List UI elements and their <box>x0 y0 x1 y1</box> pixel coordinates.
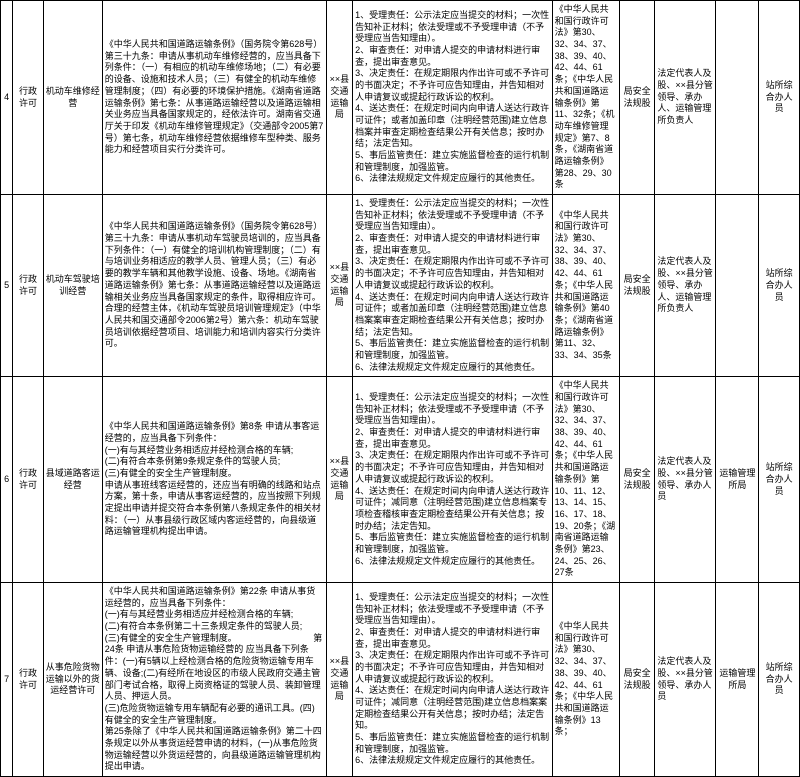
cell-type: 行政许可 <box>13 377 44 583</box>
cell-last: 站所综合办人员 <box>759 195 800 377</box>
permit-table: 4行政许可机动车维修经营《中华人民共和国道路运输条例》（国务院令第628号）第三… <box>0 0 800 777</box>
cell-type: 行政许可 <box>13 583 44 777</box>
cell-sec: 局安全法规股 <box>619 377 655 583</box>
cell-name: 机动车驾驶培训经营 <box>43 195 102 377</box>
table-row: 7行政许可从事危险货物运输以外的货运经营许可《中华人民共和国道路运输条例》第22… <box>1 583 800 777</box>
cell-law: 《中华人民共和国行政许可法》第‌30、32、34、37、38、39、40、42、… <box>552 583 619 777</box>
cell-org: ××县交通运输局 <box>326 195 352 377</box>
cell-remark <box>716 1 759 195</box>
cell-last: 站所综合办人员 <box>759 583 800 777</box>
cell-org: ××县交通运输局 <box>326 377 352 583</box>
cell-sec: 局安全法规股 <box>619 1 655 195</box>
cell-person: 法定代表人及股、××县分管领导、承办人、运输管理所负责人 <box>655 1 716 195</box>
cell-remark <box>716 195 759 377</box>
cell-num: 6 <box>1 377 13 583</box>
table-row: 4行政许可机动车维修经营《中华人民共和国道路运输条例》（国务院令第628号）第三… <box>1 1 800 195</box>
cell-basis: 《中华人民共和国道路运输条例》第22条 申请从事货运经营的，应当具备下列条件： … <box>102 583 326 777</box>
cell-num: 4 <box>1 1 13 195</box>
cell-law: 《中华人民共和国行政许可法》第‌30、32、34、37、38、39、40、42、… <box>552 195 619 377</box>
table-row: 6行政许可县域道路客运经营《中华人民共和国道路运输条例》第8条 申请从事客运经营… <box>1 377 800 583</box>
cell-remark: 运输管理所局 <box>716 377 759 583</box>
cell-basis: 《中华人民共和国道路运输条例》（国务院令第628号）第三十九条：申请从事机动车维… <box>102 1 326 195</box>
cell-remark: 运输管理所局 <box>716 583 759 777</box>
cell-person: 法定代表人及股、××县分管领导、承办人、运输管理所负责人 <box>655 195 716 377</box>
cell-resp: 1、受理责任：公示法定应当提交的材料；一次性告知补正材料；依法受理或不予受理申请… <box>353 1 552 195</box>
cell-resp: 1、受理责任：公示法定应当提交的材料；一次性告知补正材料；依法受理或不予受理申请… <box>353 583 552 777</box>
cell-law: 《中华人民共和国行政许可法》第‌30、32、34、37、38、39、40、42、… <box>552 377 619 583</box>
cell-sec: 局安全法规股 <box>619 195 655 377</box>
cell-person: 法定代表人及股、××县分管领导、承办人员 <box>655 377 716 583</box>
cell-last: 站所综合办人员 <box>759 1 800 195</box>
cell-org: ××县交通运输局 <box>326 583 352 777</box>
cell-type: 行政许可 <box>13 1 44 195</box>
cell-basis: 《中华人民共和国道路运输条例》（国务院令第628号）第三十九条：申请从事机动车驾… <box>102 195 326 377</box>
cell-num: 5 <box>1 195 13 377</box>
cell-name: 从事危险货物运输以外的货运经营许可 <box>43 583 102 777</box>
cell-name: 县域道路客运经营 <box>43 377 102 583</box>
cell-type: 行政许可 <box>13 195 44 377</box>
cell-person: 法定代表人及股、××县分管领导、承办人员 <box>655 583 716 777</box>
cell-last: 站所综合办人员 <box>759 377 800 583</box>
cell-name: 机动车维修经营 <box>43 1 102 195</box>
cell-law: 《中华人民共和国行政许可法》第‌30、32、34、37、38、39、40、42、… <box>552 1 619 195</box>
cell-sec: 局安全法规股 <box>619 583 655 777</box>
cell-basis: 《中华人民共和国道路运输条例》第8条 申请从事客运经营的，应当具备下列条件： (… <box>102 377 326 583</box>
cell-resp: 1、受理责任：公示法定应当提交的材料；一次性告知补正材料；依法受理或不予受理申请… <box>353 377 552 583</box>
cell-num: 7 <box>1 583 13 777</box>
cell-org: ××县交通运输局 <box>326 1 352 195</box>
cell-resp: 1、受理责任：公示法定应当提交的材料；一次性告知补正材料；依法受理或不予受理申请… <box>353 195 552 377</box>
table-row: 5行政许可机动车驾驶培训经营《中华人民共和国道路运输条例》（国务院令第628号）… <box>1 195 800 377</box>
